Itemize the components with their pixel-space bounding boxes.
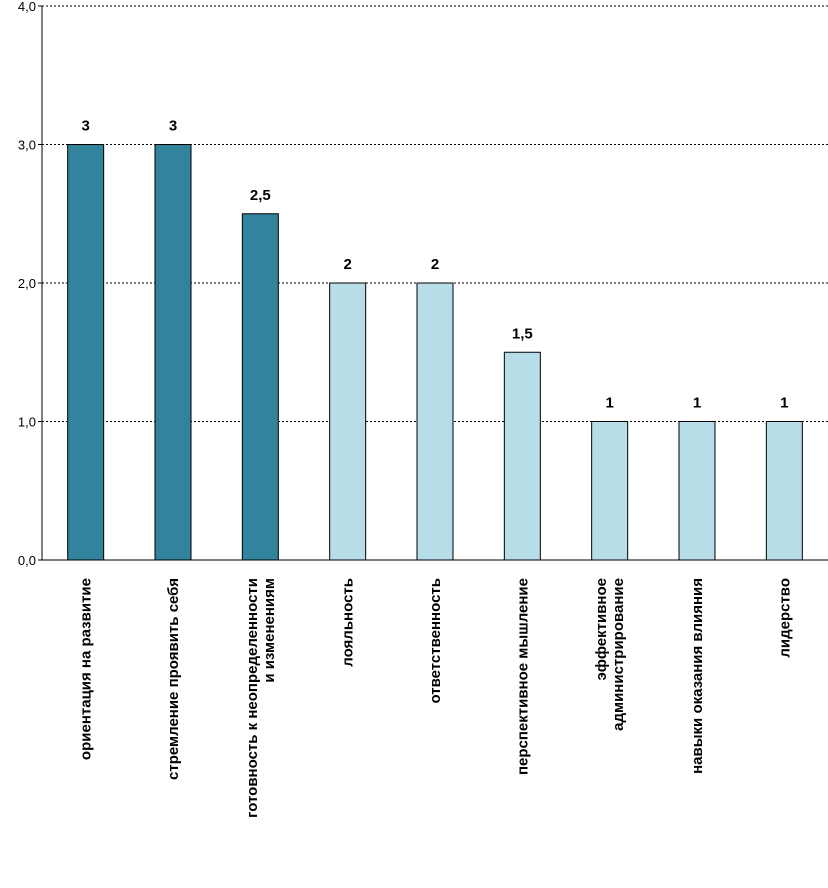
data-label: 1 bbox=[780, 395, 788, 412]
category-label: ориентация на развитие bbox=[78, 578, 95, 760]
category-label: эффективное bbox=[593, 578, 610, 681]
data-label: 2 bbox=[431, 256, 439, 273]
bar bbox=[503, 351, 541, 561]
y-tick-label: 3,0 bbox=[18, 138, 36, 153]
y-tick-label: 0,0 bbox=[18, 553, 36, 568]
y-tick-label: 4,0 bbox=[18, 0, 36, 14]
data-label: 2,5 bbox=[250, 187, 271, 204]
category-label: ответственность bbox=[427, 578, 444, 704]
data-label: 1 bbox=[693, 395, 701, 412]
category-label: готовность к неопределенности bbox=[244, 578, 261, 818]
bar bbox=[416, 282, 454, 561]
category-label: перспективное мышление bbox=[514, 578, 531, 775]
data-label: 3 bbox=[169, 118, 177, 135]
data-label: 3 bbox=[81, 118, 89, 135]
data-label: 1,5 bbox=[512, 325, 533, 342]
category-label: навыки оказания влияния bbox=[689, 578, 706, 774]
y-tick-label: 2,0 bbox=[18, 276, 36, 291]
category-label: лояльность bbox=[340, 578, 357, 667]
bars bbox=[67, 144, 803, 561]
data-label: 1 bbox=[605, 395, 613, 412]
bar bbox=[67, 144, 105, 561]
labels: 0,0 1,0 2,0 3,0 4,0 3 ориентация на развитие 3 с… bbox=[18, 0, 793, 818]
bar bbox=[591, 421, 629, 561]
category-label: лидерство bbox=[776, 578, 793, 658]
y-tick-label: 1,0 bbox=[18, 415, 36, 430]
category-label: стремление проявить себя bbox=[165, 578, 182, 780]
data-label: 2 bbox=[343, 256, 351, 273]
bar bbox=[241, 213, 279, 561]
category-label: администрирование bbox=[610, 578, 627, 731]
bar bbox=[765, 421, 803, 561]
category-label: и изменениям bbox=[261, 578, 278, 683]
bar bbox=[678, 421, 716, 561]
bar bbox=[329, 282, 367, 561]
bar bbox=[154, 144, 192, 561]
axes bbox=[38, 5, 828, 561]
